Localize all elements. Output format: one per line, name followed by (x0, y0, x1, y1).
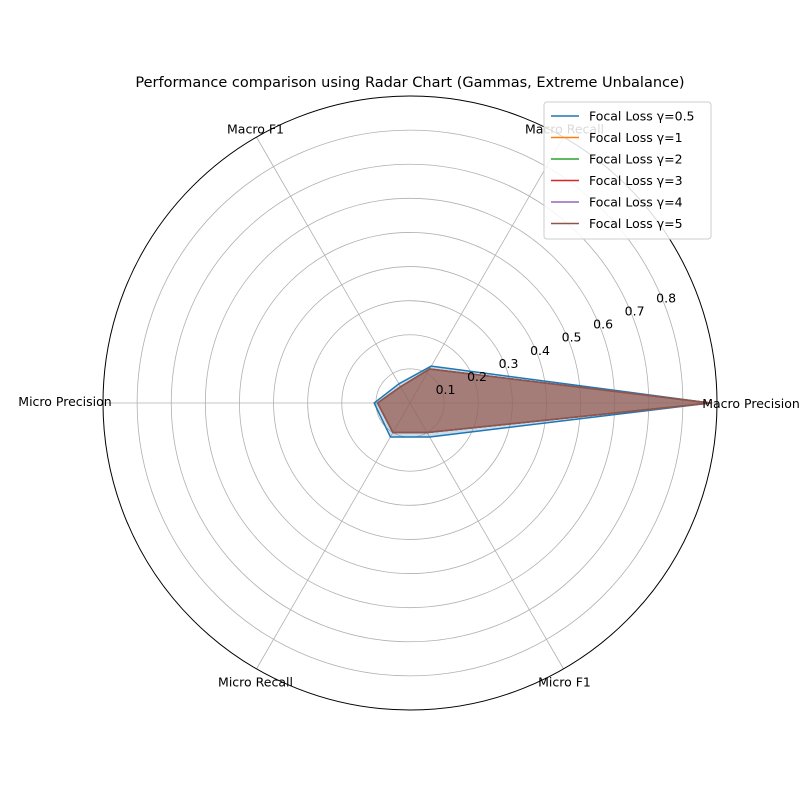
series-line (373, 365, 711, 438)
grid-layer (102, 95, 718, 711)
outer-frame (102, 95, 718, 711)
axis-label: Micro F1 (538, 675, 591, 690)
radial-tick-label: 0.5 (562, 330, 582, 345)
legend-entry: Focal Loss γ=5 (589, 216, 683, 231)
radial-tick-label: 0.2 (467, 369, 487, 384)
legend-entry: Focal Loss γ=0.5 (589, 109, 695, 124)
axis-label: Micro Recall (218, 675, 293, 690)
axis-spoke (256, 136, 411, 404)
legend-entry: Focal Loss γ=2 (589, 152, 683, 167)
axis-spoke (409, 136, 564, 404)
series-fill (377, 369, 711, 433)
axis-spoke (409, 402, 564, 670)
axis-spoke (256, 402, 411, 670)
series-fill (374, 366, 711, 437)
legend-frame (543, 101, 712, 240)
radial-tick-label: 0.4 (530, 343, 550, 358)
radial-tick-label: 0.3 (499, 356, 519, 371)
legend: Focal Loss γ=0.5 Focal Loss γ=1 Focal Loss… (543, 101, 712, 240)
radial-tick-label: 0.7 (625, 304, 645, 319)
radial-tick-label: 0.8 (656, 291, 676, 306)
legend-entry: Focal Loss γ=1 (589, 130, 683, 145)
series-fill (377, 369, 711, 433)
axis-label: Macro F1 (227, 121, 284, 136)
axis-label: Micro Precision (18, 394, 111, 409)
legend-entry: Focal Loss γ=4 (589, 195, 683, 210)
axis-label: Macro Precision (702, 396, 800, 411)
radial-tick-label: 0.1 (436, 382, 456, 397)
legend-entry: Focal Loss γ=3 (589, 173, 683, 188)
chart-title: Performance comparison using Radar Chart… (135, 75, 684, 91)
radial-tick-label: 0.6 (593, 317, 613, 332)
series-layer (373, 365, 711, 438)
series-line (376, 368, 711, 434)
series-fill (377, 369, 711, 433)
series-fill (377, 369, 711, 433)
series-fill (377, 369, 711, 433)
